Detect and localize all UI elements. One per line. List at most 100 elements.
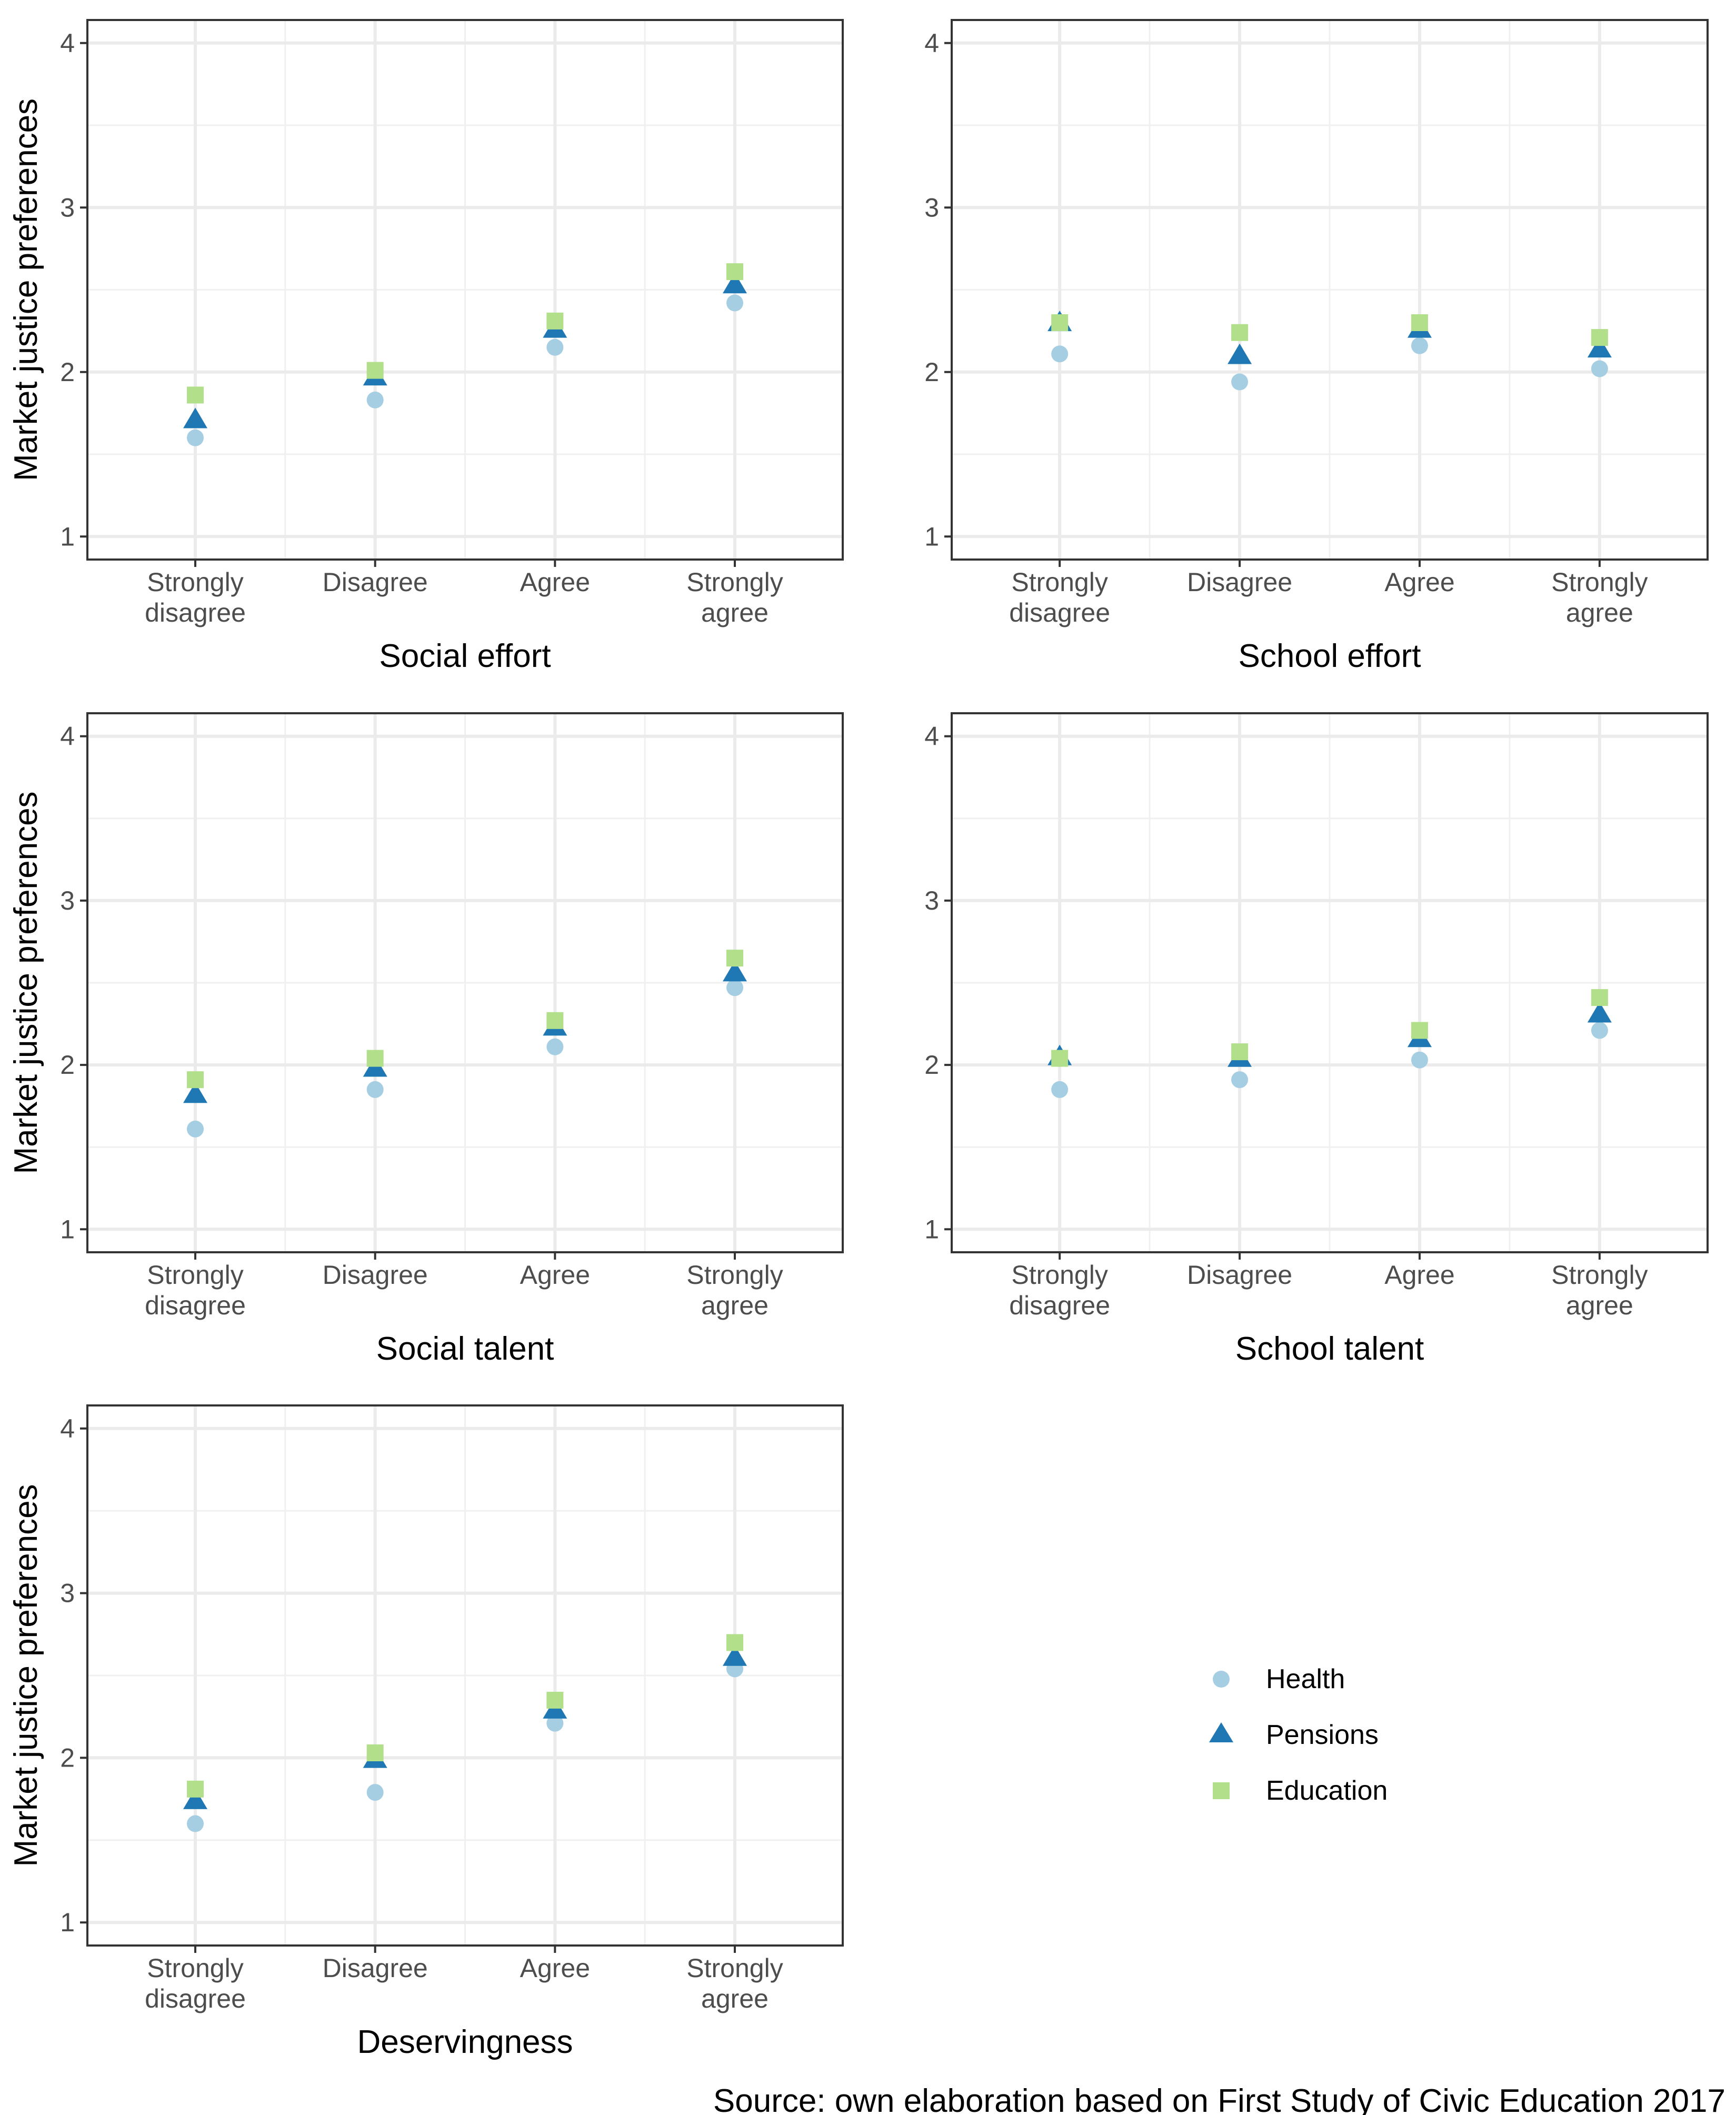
point-pensions bbox=[723, 1645, 747, 1666]
x-tick-label: Strongly disagree bbox=[145, 1260, 246, 1320]
point-health bbox=[187, 1120, 204, 1138]
point-education bbox=[546, 1691, 564, 1709]
panel-4: 1 2 3 4 Strongly disagree Disagree Agree Strongl… bbox=[924, 712, 1709, 1367]
point-education bbox=[1051, 314, 1069, 331]
y-axis-title: Market justice preferences bbox=[8, 791, 44, 1174]
point-health bbox=[366, 391, 384, 408]
point-pensions bbox=[723, 273, 747, 294]
point-education bbox=[1411, 1022, 1428, 1039]
y-tick-label: 1 bbox=[60, 1214, 75, 1244]
point-health bbox=[366, 1784, 384, 1801]
point-health bbox=[366, 1081, 384, 1098]
legend: Health Pensions Education bbox=[1209, 1664, 1388, 1806]
point-health bbox=[1411, 1051, 1428, 1069]
legend-pensions-marker bbox=[1209, 1722, 1233, 1742]
point-health bbox=[1591, 1022, 1608, 1039]
point-education bbox=[187, 386, 204, 404]
y-tick-label: 2 bbox=[60, 1743, 75, 1772]
point-education bbox=[1051, 1050, 1069, 1067]
point-pensions bbox=[183, 407, 207, 428]
y-tick-label: 4 bbox=[924, 28, 939, 58]
y-tick-label: 2 bbox=[60, 357, 75, 387]
point-health bbox=[1411, 337, 1428, 354]
point-health bbox=[546, 1038, 564, 1055]
x-tick-label: Agree bbox=[1384, 567, 1454, 597]
y-tick-label: 2 bbox=[924, 1050, 939, 1080]
y-tick-label: 1 bbox=[60, 522, 75, 551]
panels: 1 2 3 4 Strongly disagree Disagree Agree Strongl… bbox=[8, 19, 1709, 2060]
point-health bbox=[546, 338, 564, 356]
point-health bbox=[1051, 345, 1069, 363]
point-education bbox=[187, 1071, 204, 1089]
y-tick-label: 3 bbox=[60, 193, 75, 222]
legend-health-label: Health bbox=[1266, 1664, 1345, 1694]
point-education bbox=[726, 950, 743, 967]
y-tick-label: 4 bbox=[60, 28, 75, 58]
point-education bbox=[546, 1012, 564, 1029]
x-axis-title: Social talent bbox=[376, 1331, 554, 1367]
panel-5: 1 2 3 4 Strongly disagree Disagree Agree Strongl… bbox=[8, 1404, 844, 2060]
x-tick-label: Disagree bbox=[323, 567, 428, 597]
point-education bbox=[1411, 314, 1428, 331]
point-health bbox=[1591, 360, 1608, 377]
panel-2: 1 2 3 4 Strongly disagree Disagree Agree Strongl… bbox=[924, 19, 1709, 674]
y-tick-label: 1 bbox=[924, 1214, 939, 1244]
x-tick-label: Agree bbox=[520, 567, 590, 597]
x-tick-label: Disagree bbox=[1187, 567, 1292, 597]
point-health bbox=[1051, 1081, 1069, 1098]
point-health bbox=[187, 1815, 204, 1832]
legend-education-marker bbox=[1213, 1782, 1230, 1799]
point-pensions bbox=[1587, 337, 1612, 358]
x-tick-label: Strongly disagree bbox=[145, 1953, 246, 2013]
point-health bbox=[726, 294, 743, 312]
point-education bbox=[1591, 989, 1608, 1006]
point-pensions bbox=[1228, 343, 1252, 364]
point-pensions bbox=[1587, 1002, 1612, 1023]
x-tick-label: Strongly agree bbox=[1551, 1260, 1648, 1320]
point-health bbox=[187, 429, 204, 446]
x-tick-label: Disagree bbox=[323, 1953, 428, 1983]
point-pensions bbox=[183, 1082, 207, 1103]
x-tick-label: Agree bbox=[520, 1953, 590, 1983]
panel-border bbox=[86, 712, 844, 1253]
x-tick-label: Strongly agree bbox=[686, 567, 783, 627]
panel-border bbox=[86, 19, 844, 561]
x-tick-label: Strongly agree bbox=[686, 1260, 783, 1320]
y-tick-label: 3 bbox=[924, 193, 939, 222]
panel-1: 1 2 3 4 Strongly disagree Disagree Agree Strongl… bbox=[8, 19, 844, 674]
point-health bbox=[546, 1714, 564, 1732]
panel-border bbox=[86, 1404, 844, 1947]
y-axis-title: Market justice preferences bbox=[8, 1484, 44, 1867]
y-tick-label: 1 bbox=[924, 522, 939, 551]
x-tick-label: Strongly disagree bbox=[145, 567, 246, 627]
y-tick-label: 3 bbox=[924, 886, 939, 915]
x-axis-title: School effort bbox=[1239, 638, 1421, 674]
x-tick-label: Agree bbox=[520, 1260, 590, 1290]
y-tick-label: 2 bbox=[924, 357, 939, 387]
legend-education-label: Education bbox=[1266, 1775, 1388, 1806]
x-tick-label: Disagree bbox=[1187, 1260, 1292, 1290]
point-education bbox=[726, 1634, 743, 1651]
panel-3: 1 2 3 4 Strongly disagree Disagree Agree Strongl… bbox=[8, 712, 844, 1367]
x-tick-label: Agree bbox=[1384, 1260, 1454, 1290]
point-education bbox=[366, 362, 384, 379]
y-tick-label: 3 bbox=[60, 886, 75, 915]
point-education bbox=[546, 312, 564, 330]
point-health bbox=[726, 979, 743, 996]
point-health bbox=[1231, 1071, 1249, 1089]
point-education bbox=[187, 1780, 204, 1798]
y-tick-label: 4 bbox=[924, 722, 939, 751]
y-tick-label: 3 bbox=[60, 1579, 75, 1608]
x-tick-label: Strongly agree bbox=[686, 1953, 783, 2013]
x-tick-label: Strongly agree bbox=[1551, 567, 1648, 627]
point-education bbox=[1231, 1043, 1249, 1061]
y-tick-label: 4 bbox=[60, 1414, 75, 1443]
point-education bbox=[1231, 324, 1249, 341]
x-axis-title: Deservingness bbox=[357, 2024, 573, 2060]
point-education bbox=[366, 1744, 384, 1762]
x-axis-title: School talent bbox=[1235, 1331, 1424, 1367]
x-tick-label: Disagree bbox=[323, 1260, 428, 1290]
x-tick-label: Strongly disagree bbox=[1009, 1260, 1110, 1320]
x-tick-label: Strongly disagree bbox=[1009, 567, 1110, 627]
y-tick-label: 4 bbox=[60, 722, 75, 751]
